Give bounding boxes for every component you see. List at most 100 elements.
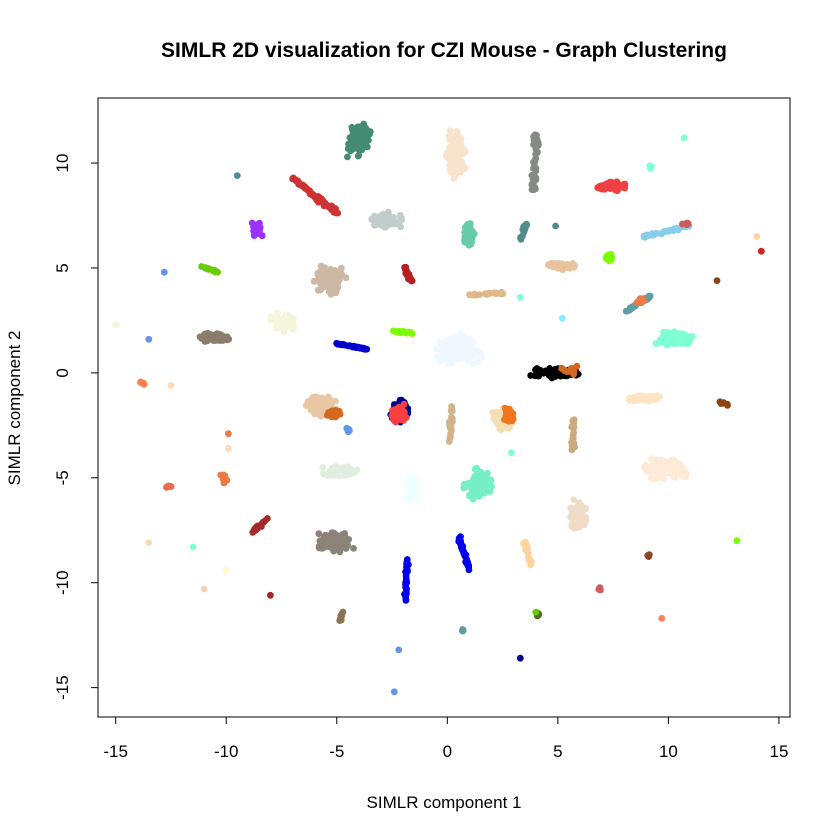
data-point (716, 398, 724, 406)
cluster-21 (466, 288, 507, 299)
data-point (402, 581, 409, 589)
data-point (319, 469, 327, 477)
data-point (200, 585, 208, 593)
data-point (473, 464, 481, 472)
data-point (396, 211, 404, 219)
data-point (652, 230, 659, 238)
cluster-23 (602, 250, 615, 265)
data-point (544, 261, 552, 269)
data-point (520, 229, 528, 236)
data-point (402, 263, 410, 271)
data-point (223, 333, 231, 341)
data-point (145, 539, 153, 547)
cluster-78 (532, 608, 540, 616)
cluster-29 (112, 321, 120, 328)
data-point (455, 143, 463, 151)
data-point (436, 357, 444, 365)
data-point (331, 277, 338, 284)
data-point (401, 590, 408, 598)
data-point (315, 544, 323, 552)
data-point (167, 382, 175, 389)
data-point (654, 474, 662, 482)
data-point (645, 551, 653, 559)
cluster-20 (401, 263, 416, 285)
cluster-16 (757, 247, 765, 255)
data-point (256, 219, 263, 227)
cluster-63 (315, 529, 357, 556)
data-point (315, 269, 323, 276)
data-point (308, 406, 316, 414)
data-point (637, 392, 645, 400)
data-point (443, 356, 450, 364)
data-point (354, 152, 362, 160)
data-point (211, 267, 219, 274)
data-point (653, 392, 661, 399)
data-point (620, 181, 627, 188)
data-point (354, 134, 362, 142)
data-point (649, 466, 657, 474)
data-point (446, 127, 454, 135)
data-point (403, 478, 410, 486)
data-point (448, 415, 456, 423)
y-tick-label: -10 (53, 570, 72, 595)
cluster-54 (225, 430, 232, 438)
cluster-9 (461, 220, 478, 249)
cluster-65 (189, 543, 197, 551)
data-point (657, 338, 665, 345)
data-point (447, 430, 454, 438)
cluster-69 (401, 556, 412, 604)
cluster-34 (390, 327, 416, 337)
data-point (375, 217, 383, 225)
cluster-24 (713, 277, 721, 284)
data-point (332, 397, 339, 405)
cluster-48 (501, 404, 517, 425)
data-point (337, 537, 345, 544)
cluster-41 (302, 393, 340, 420)
data-point (448, 358, 456, 366)
data-point (348, 141, 355, 149)
data-point (402, 329, 409, 336)
data-point (324, 270, 331, 278)
cluster-67 (200, 585, 208, 593)
cluster-59 (402, 472, 421, 508)
data-point (457, 541, 465, 549)
data-point (310, 277, 318, 285)
data-point (558, 314, 566, 322)
cluster-40 (167, 382, 175, 389)
data-point (189, 543, 197, 551)
data-point (483, 291, 491, 298)
data-point (338, 469, 346, 477)
cluster-75 (658, 615, 666, 622)
data-point (310, 398, 318, 406)
data-point (453, 150, 461, 158)
data-point (328, 288, 335, 295)
cluster-1 (442, 127, 469, 182)
data-point (333, 339, 340, 347)
cluster-36 (527, 365, 582, 382)
data-point (289, 326, 297, 333)
data-point (675, 336, 682, 343)
cluster-5 (680, 134, 688, 142)
data-point (504, 413, 512, 421)
data-point (254, 524, 262, 532)
cluster-58 (319, 463, 361, 480)
data-point (402, 568, 409, 576)
data-point (570, 424, 578, 432)
data-point (261, 517, 269, 525)
data-point (535, 372, 542, 380)
data-point (573, 362, 581, 370)
cluster-11 (552, 222, 559, 230)
data-point (255, 229, 263, 236)
data-point (362, 132, 370, 140)
data-point (466, 223, 474, 231)
data-point (347, 147, 354, 155)
data-point (361, 138, 369, 146)
cluster-22 (544, 259, 578, 273)
data-point (368, 216, 375, 223)
cluster-19 (310, 262, 350, 298)
cluster-26 (633, 295, 648, 307)
data-point (447, 335, 455, 342)
cluster-70 (520, 538, 535, 569)
cluster-52 (716, 398, 731, 409)
cluster-79 (458, 626, 467, 635)
